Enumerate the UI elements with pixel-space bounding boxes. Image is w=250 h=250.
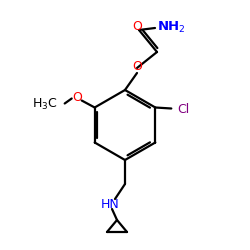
Text: O: O [132,60,142,74]
Text: HN: HN [100,198,119,210]
Text: Cl: Cl [177,103,190,116]
Text: NH$_2$: NH$_2$ [156,20,186,34]
Text: H$_3$C: H$_3$C [32,97,58,112]
Text: O: O [132,20,142,32]
Text: O: O [72,91,82,104]
